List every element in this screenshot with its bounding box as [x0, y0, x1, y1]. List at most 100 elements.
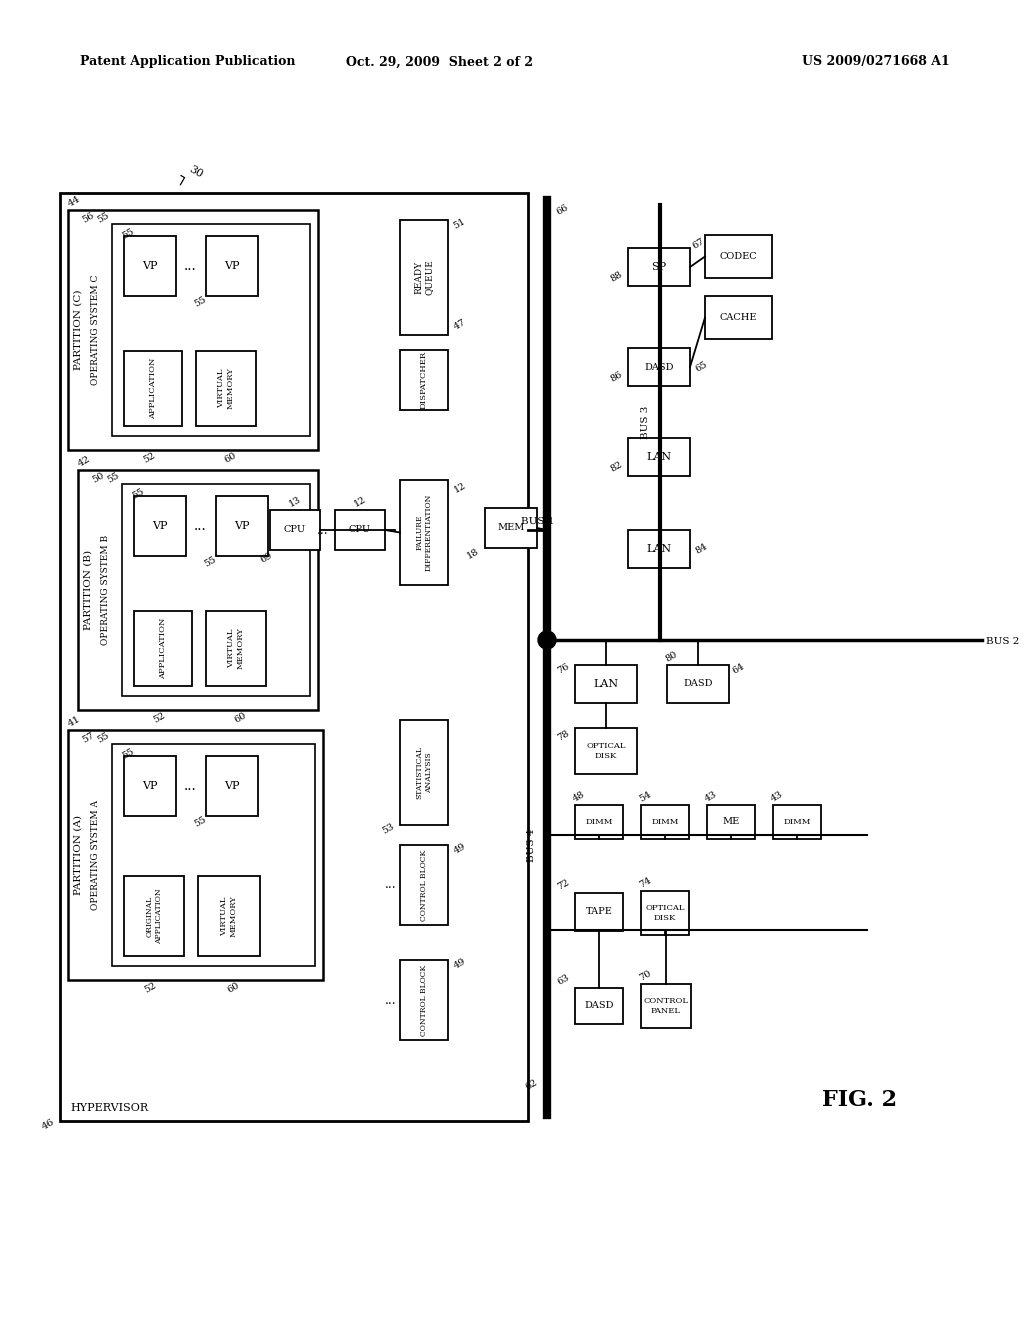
Text: FIG. 2: FIG. 2 — [822, 1089, 898, 1111]
Text: BUS 2: BUS 2 — [986, 638, 1019, 647]
Bar — [705, 235, 772, 279]
Text: DASD: DASD — [585, 1002, 613, 1011]
Text: LAN: LAN — [646, 544, 672, 554]
Text: 72: 72 — [556, 878, 571, 892]
Bar — [206, 611, 266, 686]
Text: VIRTUAL
MEMORY: VIRTUAL MEMORY — [227, 627, 245, 669]
Text: CONTROL BLOCK: CONTROL BLOCK — [420, 849, 428, 920]
Text: 65: 65 — [694, 360, 709, 374]
Text: MEM: MEM — [498, 524, 524, 532]
Text: ORIGINAL
APPLICATION: ORIGINAL APPLICATION — [145, 888, 163, 944]
Bar — [122, 484, 310, 696]
Text: 88: 88 — [609, 271, 624, 284]
Bar — [400, 220, 449, 335]
Bar — [628, 438, 690, 477]
Bar — [206, 236, 258, 296]
Text: 55: 55 — [130, 487, 145, 502]
Bar — [641, 891, 689, 935]
Text: 60: 60 — [222, 451, 238, 465]
Text: 48: 48 — [571, 789, 587, 804]
Text: OPERATING SYSTEM C: OPERATING SYSTEM C — [91, 275, 100, 385]
Bar — [270, 510, 319, 550]
Text: US 2009/0271668 A1: US 2009/0271668 A1 — [802, 55, 950, 69]
Text: DIMM: DIMM — [586, 818, 612, 826]
Text: 62: 62 — [524, 1078, 539, 1092]
Bar — [196, 351, 256, 426]
Text: 13: 13 — [288, 495, 303, 510]
Bar — [112, 224, 310, 436]
Text: LAN: LAN — [594, 678, 618, 689]
Text: ...: ... — [194, 519, 207, 533]
Text: DIMM: DIMM — [783, 818, 811, 826]
Bar — [112, 744, 315, 966]
Text: 55: 55 — [105, 471, 121, 484]
Text: 55: 55 — [203, 554, 217, 569]
Bar — [773, 805, 821, 840]
Bar — [400, 350, 449, 411]
Text: 63: 63 — [556, 973, 571, 987]
Bar — [575, 729, 637, 774]
Text: LAN: LAN — [646, 451, 672, 462]
Text: 55: 55 — [95, 211, 111, 224]
Text: 41: 41 — [66, 715, 82, 729]
Text: 52: 52 — [152, 711, 167, 725]
Bar — [667, 665, 729, 704]
Text: CONTROL BLOCK: CONTROL BLOCK — [420, 965, 428, 1036]
Text: CPU: CPU — [349, 525, 371, 535]
Text: 51: 51 — [452, 216, 467, 231]
Text: 46: 46 — [40, 1118, 56, 1133]
Text: 60: 60 — [232, 711, 248, 725]
Text: ...: ... — [384, 879, 396, 891]
Text: CPU: CPU — [284, 525, 306, 535]
Text: 43: 43 — [703, 789, 719, 804]
Text: CODEC: CODEC — [720, 252, 758, 261]
Bar — [124, 236, 176, 296]
Text: 55: 55 — [121, 747, 135, 760]
Text: DASD: DASD — [644, 363, 674, 371]
Bar — [628, 531, 690, 568]
Bar — [575, 805, 623, 840]
Bar — [68, 730, 323, 979]
Text: BUS 3: BUS 3 — [641, 405, 650, 440]
Circle shape — [538, 631, 556, 649]
Text: 54: 54 — [637, 789, 652, 804]
Bar — [134, 611, 193, 686]
Text: CONTROL
PANEL: CONTROL PANEL — [643, 998, 688, 1015]
Text: 49: 49 — [452, 957, 467, 972]
Text: 84: 84 — [694, 543, 710, 556]
Text: 82: 82 — [609, 459, 624, 474]
Text: 57: 57 — [81, 731, 95, 744]
Text: BUS 4: BUS 4 — [526, 829, 536, 862]
Bar — [335, 510, 385, 550]
Text: DASD: DASD — [683, 680, 713, 689]
Text: 55: 55 — [193, 296, 208, 309]
Text: VP: VP — [153, 521, 168, 531]
Text: READY
QUEUE: READY QUEUE — [415, 260, 434, 296]
Text: 43: 43 — [769, 789, 784, 804]
Bar — [400, 960, 449, 1040]
Text: OPTICAL
DISK: OPTICAL DISK — [645, 904, 685, 921]
Text: 78: 78 — [556, 729, 571, 743]
Text: ┐: ┐ — [175, 170, 190, 186]
Bar — [198, 876, 260, 956]
Text: ME: ME — [722, 817, 739, 826]
Bar — [60, 193, 528, 1121]
Bar — [124, 876, 184, 956]
Bar — [628, 348, 690, 385]
Text: 55: 55 — [193, 814, 208, 829]
Text: 66: 66 — [555, 203, 570, 216]
Text: 74: 74 — [637, 876, 652, 890]
Text: ...: ... — [183, 259, 197, 273]
Text: 12: 12 — [452, 480, 467, 495]
Text: DIMM: DIMM — [651, 818, 679, 826]
Text: OPERATING SYSTEM B: OPERATING SYSTEM B — [101, 535, 111, 645]
Bar — [68, 210, 318, 450]
Text: 52: 52 — [141, 451, 157, 465]
Text: 12: 12 — [352, 495, 368, 510]
Text: ...: ... — [183, 779, 197, 793]
Bar — [134, 496, 186, 556]
Text: APPLICATION: APPLICATION — [159, 618, 167, 680]
Bar — [641, 983, 691, 1028]
Text: 44: 44 — [66, 195, 82, 209]
Text: VP: VP — [224, 781, 240, 791]
